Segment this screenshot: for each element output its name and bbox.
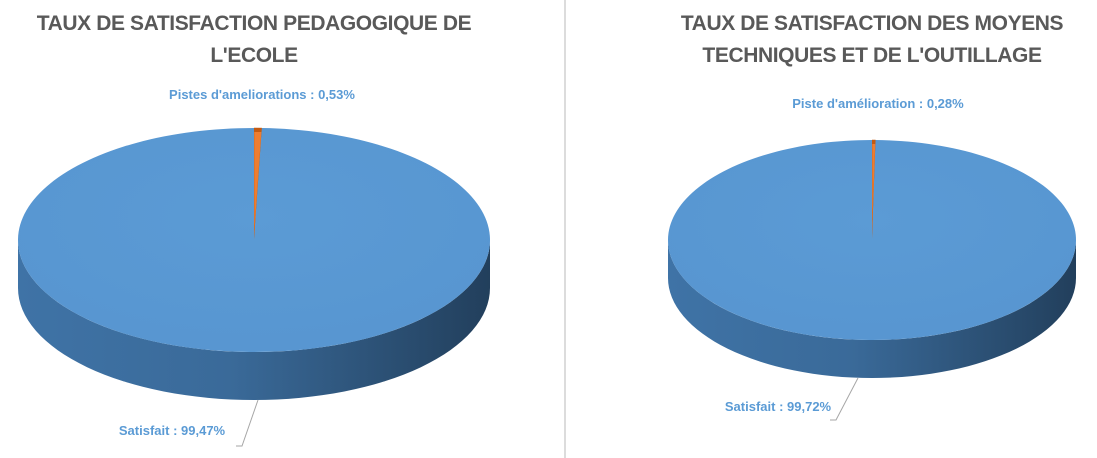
pie-slice — [253, 127, 263, 241]
data-label: Satisfait : 99,47% — [119, 423, 226, 438]
pie-slice-edge — [872, 140, 876, 145]
label-separator: : — [915, 96, 927, 111]
pie-slice — [871, 139, 876, 241]
leader-line — [830, 377, 859, 421]
pie-slice — [18, 128, 491, 352]
chart-title: TAUX DE SATISFACTION DES MOYENS TECHNIQU… — [680, 12, 1064, 67]
label-separator: : — [169, 423, 181, 438]
value-label: 99,72% — [787, 399, 832, 414]
category-name: Satisfait — [119, 423, 170, 438]
pie-slice — [668, 139, 1077, 340]
category-name: Piste d'amélioration — [792, 96, 915, 111]
value-label: 0,28% — [927, 96, 964, 111]
pie-side — [18, 240, 490, 400]
label-separator: : — [775, 399, 787, 414]
category-name: Pistes d'ameliorations — [169, 87, 306, 102]
pie-slice-edge — [254, 128, 262, 133]
category-name: Satisfait — [725, 399, 776, 414]
data-label: Pistes d'ameliorations : 0,53% — [169, 87, 355, 102]
data-label: Piste d'amélioration : 0,28% — [792, 96, 964, 111]
label-separator: : — [307, 87, 319, 102]
pie-side — [668, 240, 1076, 378]
chart-title: TAUX DE SATISFACTION PEDAGOGIQUE DE L'EC… — [36, 12, 472, 67]
value-label: 0,53% — [318, 87, 355, 102]
leader-line — [236, 399, 259, 447]
data-label: Satisfait : 99,72% — [725, 399, 832, 414]
value-label: 99,47% — [181, 423, 226, 438]
